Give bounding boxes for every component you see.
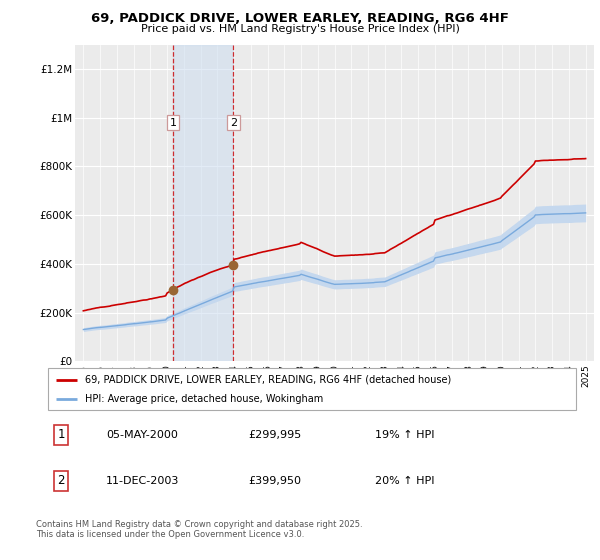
- Text: 69, PADDICK DRIVE, LOWER EARLEY, READING, RG6 4HF: 69, PADDICK DRIVE, LOWER EARLEY, READING…: [91, 12, 509, 25]
- Text: 2: 2: [230, 118, 237, 128]
- Text: 11-DEC-2003: 11-DEC-2003: [106, 476, 179, 486]
- Text: £299,995: £299,995: [248, 430, 302, 440]
- Text: Contains HM Land Registry data © Crown copyright and database right 2025.
This d: Contains HM Land Registry data © Crown c…: [36, 520, 362, 539]
- Text: Price paid vs. HM Land Registry's House Price Index (HPI): Price paid vs. HM Land Registry's House …: [140, 24, 460, 34]
- Bar: [173, 45, 233, 361]
- Text: 05-MAY-2000: 05-MAY-2000: [106, 430, 178, 440]
- Text: £399,950: £399,950: [248, 476, 302, 486]
- Text: 20% ↑ HPI: 20% ↑ HPI: [376, 476, 435, 486]
- Text: HPI: Average price, detached house, Wokingham: HPI: Average price, detached house, Woki…: [85, 394, 323, 404]
- Text: 69, PADDICK DRIVE, LOWER EARLEY, READING, RG6 4HF (detached house): 69, PADDICK DRIVE, LOWER EARLEY, READING…: [85, 375, 451, 385]
- FancyBboxPatch shape: [48, 368, 576, 410]
- Text: 2: 2: [58, 474, 65, 487]
- Text: 1: 1: [58, 428, 65, 441]
- Text: 19% ↑ HPI: 19% ↑ HPI: [376, 430, 435, 440]
- Text: 1: 1: [169, 118, 176, 128]
